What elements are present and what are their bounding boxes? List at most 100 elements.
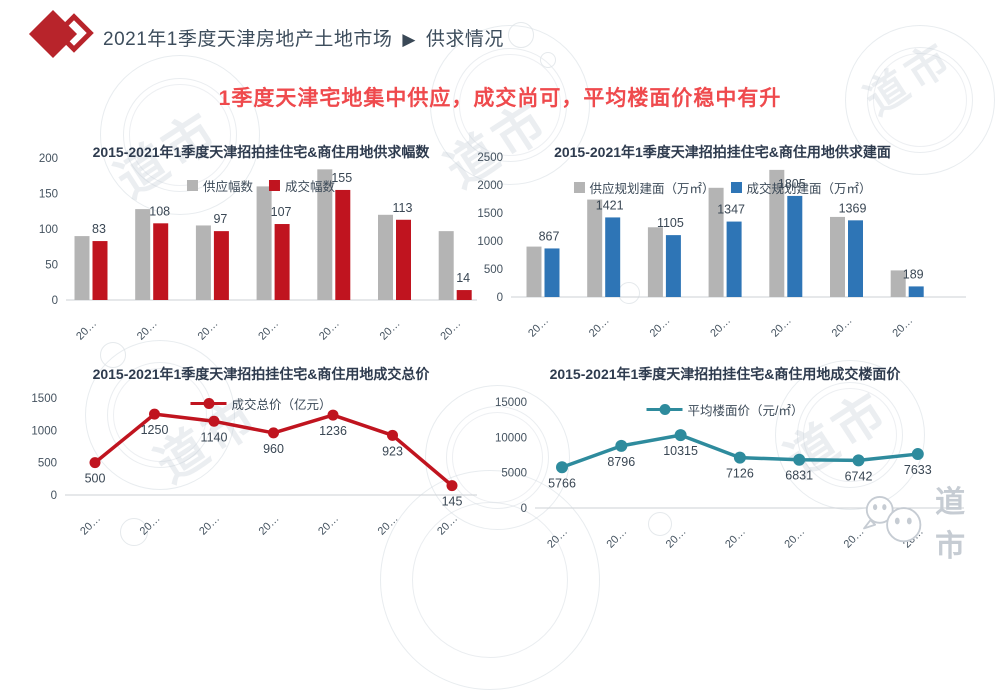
chart-legend: 供应幅数 成交幅数 (186, 176, 335, 195)
svg-text:14: 14 (456, 271, 470, 285)
svg-text:0: 0 (52, 295, 58, 307)
svg-text:20…: 20… (435, 513, 460, 538)
arrow-right-icon: ▶ (402, 30, 416, 49)
legend-swatch-gray (573, 182, 585, 193)
svg-text:5766: 5766 (548, 476, 576, 490)
svg-text:107: 107 (271, 205, 292, 219)
svg-text:5000: 5000 (501, 468, 527, 480)
svg-text:1500: 1500 (477, 208, 503, 220)
svg-text:2500: 2500 (477, 152, 503, 164)
svg-text:6831: 6831 (785, 469, 813, 483)
svg-text:20…: 20… (769, 315, 794, 340)
svg-text:155: 155 (331, 171, 352, 185)
bar-chart-supply-deal-counts: 0 50 100 150 200 20… 20… 20… 20… 20… 20… 20… 83 108 97… (39, 153, 477, 343)
svg-text:8796: 8796 (607, 455, 635, 469)
chart-legend: 平均楼面价（元/㎡） (646, 400, 804, 419)
svg-text:500: 500 (38, 458, 57, 470)
svg-text:1000: 1000 (31, 425, 57, 437)
svg-text:145: 145 (442, 495, 463, 509)
svg-text:867: 867 (539, 229, 560, 243)
legend-item-deal-gfa: 成交规划建面（万㎡） (730, 178, 872, 197)
svg-text:923: 923 (382, 444, 403, 458)
chart-total-deal-price: 2015-2021年1季度天津招拍挂住宅&商住用地成交总价 0 500 1000 15… (30, 362, 492, 552)
svg-text:20…: 20… (257, 513, 282, 538)
legend-swatch-gray (186, 180, 198, 191)
svg-text:15000: 15000 (495, 397, 527, 409)
svg-text:960: 960 (263, 442, 284, 456)
legend-label: 平均楼面价（元/㎡） (687, 404, 804, 418)
bar-chart-supply-deal-gfa: 0 500 1000 1500 2000 2500 20… 20… 20… 20… 20… 20… 20… (477, 152, 966, 340)
svg-text:20…: 20… (74, 318, 99, 343)
svg-text:20…: 20… (648, 315, 673, 340)
svg-text:150: 150 (39, 189, 58, 201)
chart-title: 2015-2021年1季度天津招拍挂住宅&商住用地供求幅数 (92, 144, 430, 160)
svg-text:189: 189 (903, 267, 924, 281)
chart-legend: 供应规划建面（万㎡） 成交规划建面（万㎡） (573, 178, 872, 197)
svg-text:20…: 20… (587, 315, 612, 340)
chart-title: 2015-2021年1季度天津招拍挂住宅&商住用地成交楼面价 (549, 366, 901, 382)
legend-label: 成交规划建面（万㎡） (746, 182, 872, 196)
svg-text:1105: 1105 (657, 216, 684, 230)
legend-line-marker (646, 404, 683, 415)
svg-text:1000: 1000 (477, 236, 503, 248)
svg-text:20…: 20… (782, 526, 807, 551)
svg-text:6742: 6742 (845, 469, 873, 483)
legend-label: 供应规划建面（万㎡） (589, 182, 715, 196)
chat-bubbles-icon (863, 496, 922, 543)
svg-text:1500: 1500 (31, 393, 57, 405)
svg-text:0: 0 (497, 292, 503, 304)
svg-text:1236: 1236 (319, 424, 347, 438)
legend-swatch-blue (730, 182, 742, 193)
svg-text:20…: 20… (138, 513, 163, 538)
svg-text:500: 500 (484, 264, 503, 276)
svg-text:20…: 20… (135, 318, 160, 343)
legend-item-supply-count: 供应幅数 (186, 176, 253, 195)
svg-text:20…: 20… (317, 318, 342, 343)
footer-brand-logo: 道市 (852, 486, 998, 563)
svg-text:100: 100 (39, 224, 58, 236)
chart-supply-deal-gfa: 2015-2021年1季度天津招拍挂住宅&商住用地供求建面 0 500 1000 15… (470, 140, 975, 355)
svg-text:1140: 1140 (201, 430, 228, 444)
legend-item-total-price: 成交总价（亿元） (190, 394, 332, 413)
svg-text:0: 0 (51, 490, 57, 502)
chart-legend: 成交总价（亿元） (190, 394, 332, 413)
page-title: 2021年1季度天津房地产土地市场 ▶ 供求情况 (103, 24, 504, 51)
svg-text:20…: 20… (316, 513, 341, 538)
svg-text:113: 113 (393, 201, 413, 215)
svg-text:20…: 20… (378, 318, 403, 343)
svg-text:20…: 20… (708, 315, 733, 340)
legend-item-deal-count: 成交幅数 (269, 176, 335, 195)
watermark-ring (508, 22, 534, 48)
svg-text:20…: 20… (545, 526, 570, 551)
svg-text:108: 108 (149, 204, 170, 218)
svg-text:20…: 20… (197, 513, 222, 538)
svg-text:20…: 20… (830, 315, 855, 340)
line-chart-total-deal-price: 0 500 1000 1500 20… 20… 20… 20… 20… 20… 20… 500 1250… (31, 393, 477, 538)
svg-text:2000: 2000 (477, 180, 503, 192)
svg-text:20…: 20… (196, 318, 221, 343)
svg-text:7126: 7126 (726, 467, 754, 481)
svg-text:20…: 20… (78, 513, 103, 538)
legend-label: 供应幅数 (202, 180, 253, 194)
watermark-ring (540, 52, 556, 68)
svg-text:0: 0 (521, 503, 527, 515)
report-title: 2021年1季度天津房地产土地市场 (103, 29, 393, 50)
svg-text:20…: 20… (890, 315, 915, 340)
chart-title: 2015-2021年1季度天津招拍挂住宅&商住用地供求建面 (554, 144, 891, 160)
svg-text:83: 83 (92, 222, 106, 236)
svg-text:1805: 1805 (778, 177, 806, 191)
key-insight-headline: 1季度天津宅地集中供应，成交尚可，平均楼面价稳中有升 (218, 87, 782, 110)
svg-text:1369: 1369 (839, 201, 867, 215)
svg-text:200: 200 (39, 153, 58, 165)
svg-text:10000: 10000 (495, 432, 527, 444)
company-logo-icon (28, 9, 94, 64)
svg-text:500: 500 (85, 472, 106, 486)
legend-item-avg-floor-price: 平均楼面价（元/㎡） (646, 400, 804, 419)
svg-text:1347: 1347 (717, 203, 745, 217)
svg-text:1250: 1250 (141, 423, 169, 437)
svg-text:20…: 20… (376, 513, 401, 538)
svg-text:20…: 20… (604, 526, 629, 551)
section-title: 供求情况 (425, 29, 504, 50)
svg-text:50: 50 (45, 260, 58, 272)
legend-swatch-red (269, 180, 280, 191)
